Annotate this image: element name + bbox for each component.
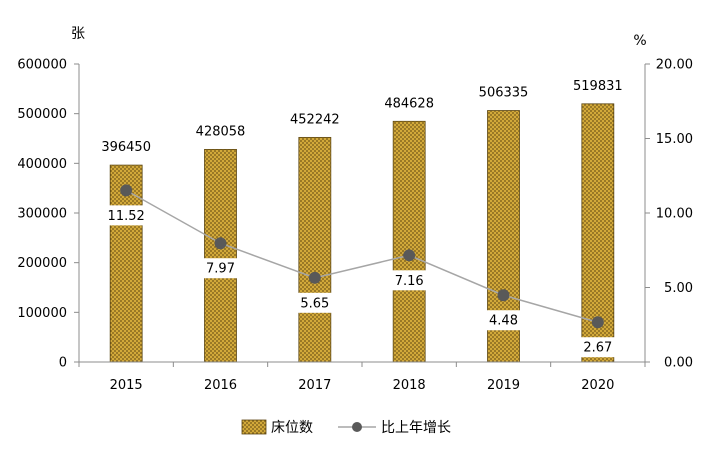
x-axis-tick-label: 2018 <box>393 378 426 393</box>
legend-line-label: 比上年增长 <box>381 420 451 436</box>
line-label-box-2018 <box>390 270 429 291</box>
x-axis-tick-label: 2015 <box>110 378 143 393</box>
left-axis-tick-label: 200000 <box>17 256 67 271</box>
left-axis-tick-label: 0 <box>59 356 67 371</box>
line-label-box-2019 <box>484 310 523 331</box>
line-label-box-2016 <box>201 258 240 279</box>
right-axis-unit: % <box>633 33 646 49</box>
line-point-2015 <box>120 184 133 197</box>
line-point-2019 <box>497 289 510 302</box>
bar-label-2015: 396450 <box>101 140 151 155</box>
line-point-2016 <box>214 237 227 250</box>
data-labels: 396450 428058 452242 484628 506335 519831 11.5… <box>101 79 623 358</box>
line-point-2018 <box>403 249 416 262</box>
axes: 0 100000 200000 300000 400000 500000 600000 0.0… <box>17 58 693 394</box>
right-axis-tick-label: 20.00 <box>656 58 693 73</box>
x-axis-tick-label: 2019 <box>487 378 520 393</box>
bar-label-2016: 428058 <box>196 124 246 139</box>
x-axis-tick-label: 2020 <box>581 378 614 393</box>
growth-line <box>125 189 599 323</box>
line-point-2020 <box>591 316 604 329</box>
left-axis-tick-label: 100000 <box>17 306 67 321</box>
left-axis-tick-label: 300000 <box>17 207 67 222</box>
line-label-2017: 5.65 <box>300 296 329 311</box>
line-label-2019: 4.48 <box>489 314 518 329</box>
line-label-2015: 11.52 <box>108 209 145 224</box>
bar-2018 <box>392 120 426 363</box>
line-label-2018: 7.16 <box>395 274 424 289</box>
line-label-2020: 2.67 <box>583 341 612 356</box>
bar-2017 <box>298 136 332 363</box>
legend: 床位数 比上年增长 <box>241 419 451 436</box>
bar-2015 <box>109 164 143 363</box>
legend-bar-swatch <box>241 419 267 435</box>
bar-label-2018: 484628 <box>384 96 434 111</box>
left-axis-tick-label: 600000 <box>17 58 67 73</box>
right-axis-tick-label: 0.00 <box>664 356 693 371</box>
line-series <box>125 189 599 323</box>
bar-label-2019: 506335 <box>479 86 529 101</box>
legend-bar-label: 床位数 <box>271 420 313 436</box>
legend-line-marker <box>352 422 362 432</box>
line-label-2016: 7.97 <box>206 262 235 277</box>
bar-2016 <box>204 148 237 363</box>
left-axis-tick-label: 500000 <box>17 107 67 122</box>
line-label-box-2017 <box>295 292 334 313</box>
bar-label-2020: 519831 <box>573 79 623 94</box>
line-label-box-2020 <box>578 337 617 358</box>
x-axis-tick-label: 2016 <box>204 378 237 393</box>
bar-series <box>109 103 615 363</box>
left-axis-unit: 张 <box>71 26 85 42</box>
line-point-2017 <box>308 271 321 284</box>
right-axis-tick-label: 10.00 <box>656 207 693 222</box>
line-label-box-2015 <box>103 205 149 226</box>
right-axis-tick-label: 5.00 <box>664 281 693 296</box>
x-axis-tick-label: 2017 <box>298 378 331 393</box>
right-axis-tick-label: 15.00 <box>656 132 693 147</box>
bar-label-2017: 452242 <box>290 112 340 127</box>
left-axis-tick-label: 400000 <box>17 157 67 172</box>
